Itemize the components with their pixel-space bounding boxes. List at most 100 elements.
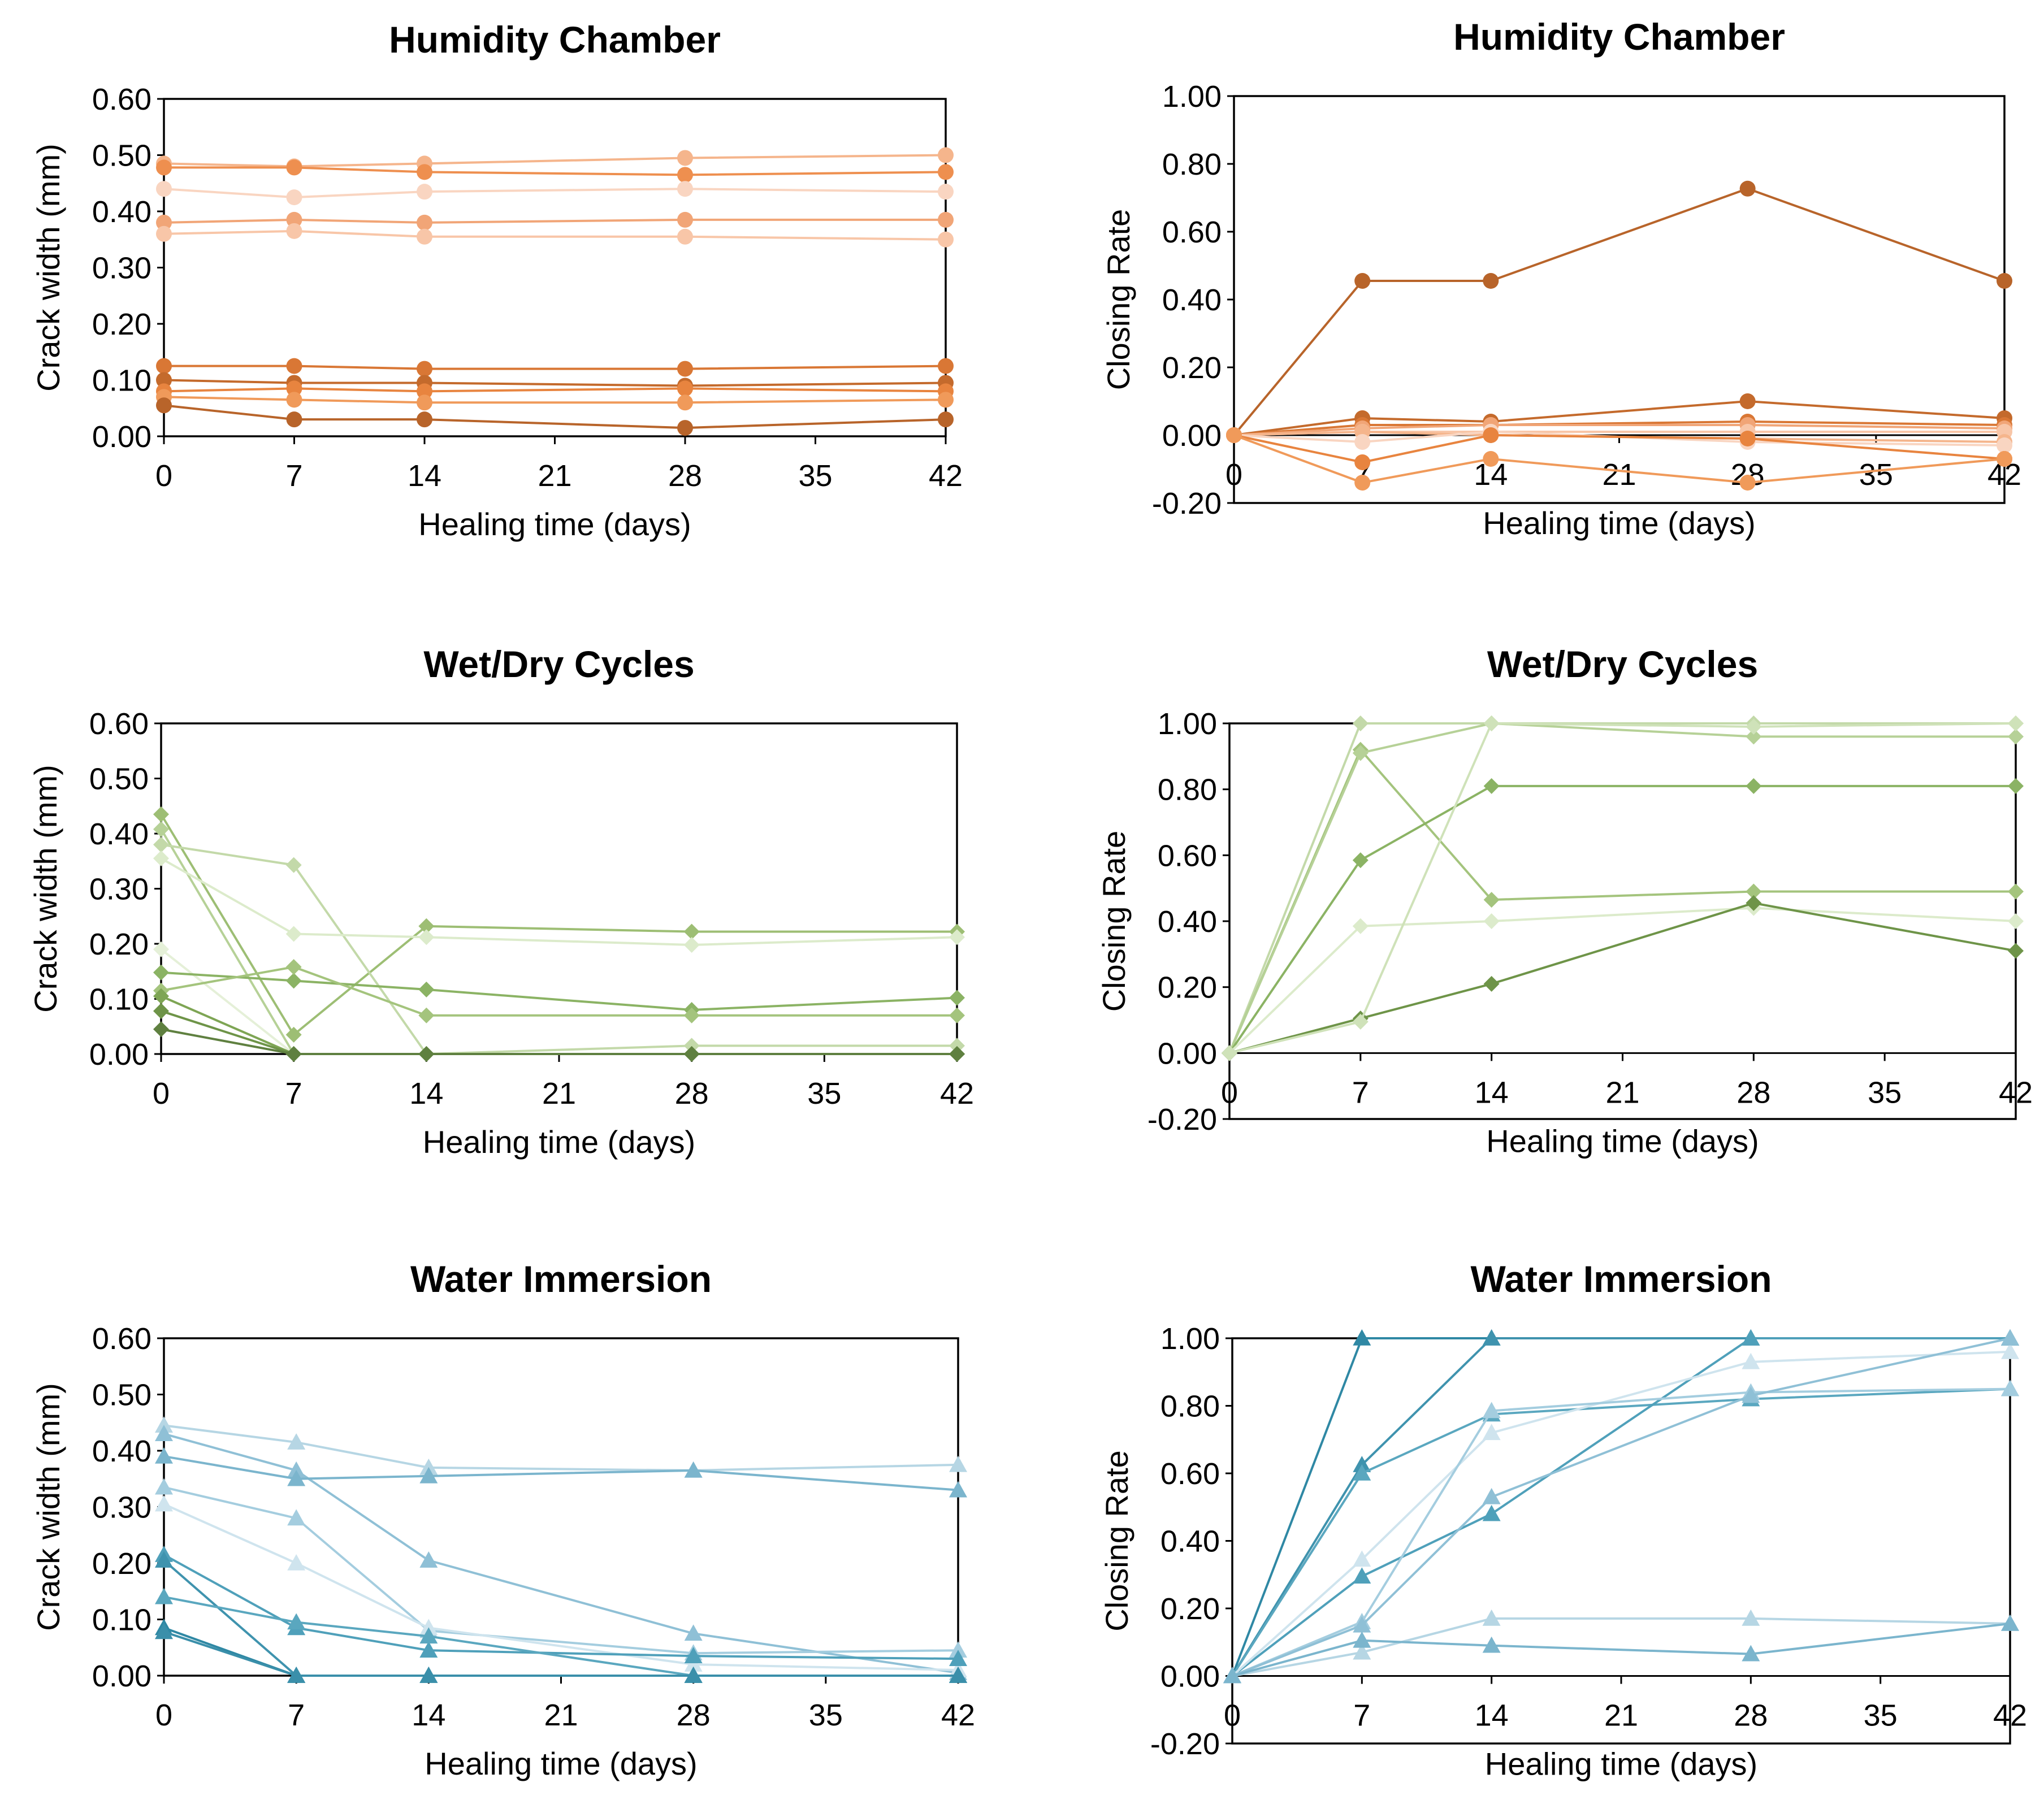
data-point	[153, 821, 169, 838]
x-tick-label: 35	[807, 1077, 841, 1111]
y-tick-label: 0.00	[1158, 1036, 1217, 1070]
data-point	[155, 1623, 173, 1639]
data-point	[287, 1667, 306, 1683]
data-point	[156, 225, 172, 242]
series-line	[163, 218, 946, 224]
data-point	[419, 1467, 438, 1484]
data-point	[677, 167, 693, 183]
y-tick-label: 0.00	[92, 420, 151, 454]
y-tick-label: 0.80	[1162, 148, 1222, 181]
data-point	[1353, 1631, 1371, 1648]
data-point	[1222, 1045, 1237, 1061]
data-point	[677, 361, 693, 377]
y-tick-label: 0.60	[1162, 215, 1222, 249]
y-tick-label: 0.50	[92, 1378, 151, 1412]
x-tick-label: 28	[668, 459, 702, 493]
data-point	[1226, 427, 1242, 443]
data-point	[1746, 883, 1762, 900]
data-point	[153, 806, 169, 822]
data-point	[677, 181, 693, 197]
data-point	[418, 981, 435, 997]
series-W1	[153, 806, 965, 1043]
plot-frame	[163, 98, 947, 437]
data-point	[2001, 1380, 2019, 1396]
series-line	[1228, 784, 2016, 1054]
data-point	[2001, 1342, 2019, 1359]
data-point	[285, 857, 302, 873]
data-point	[417, 164, 432, 180]
data-point	[1483, 715, 1500, 731]
y-tick-label: 0.20	[1160, 1592, 1220, 1626]
data-point	[156, 159, 172, 176]
x-tick-label: 0	[153, 1077, 170, 1111]
y-tick-label: 0.20	[1158, 971, 1217, 1005]
series-line	[163, 379, 946, 387]
data-point	[1746, 728, 1762, 745]
data-point	[417, 228, 432, 245]
data-point	[287, 1433, 306, 1450]
chart-title: Wet/Dry Cycles	[1487, 643, 1758, 685]
y-tick-label: -0.20	[1150, 1727, 1220, 1761]
y-tick-label: 0.60	[89, 707, 149, 741]
series-I3	[155, 1447, 967, 1498]
y-tick-label: 0.00	[1162, 419, 1222, 453]
data-point	[684, 1655, 703, 1672]
data-point	[1483, 892, 1500, 908]
data-point	[417, 411, 432, 428]
series-H9	[156, 389, 954, 411]
data-point	[2008, 883, 2024, 900]
data-point	[1483, 451, 1499, 467]
y-axis-label: Closing Rate	[1099, 1450, 1134, 1632]
series-I1	[155, 1416, 967, 1478]
data-point	[677, 211, 693, 228]
data-point	[949, 1641, 967, 1658]
data-point	[2008, 728, 2024, 745]
series-W4	[153, 850, 965, 953]
y-tick-label: 0.10	[92, 364, 151, 398]
chart-title: Water Immersion	[1470, 1258, 1772, 1300]
x-tick-label: 21	[544, 1698, 578, 1732]
data-point	[286, 223, 302, 239]
y-tick-label: 0.40	[1158, 905, 1217, 939]
y-tick-label: 1.00	[1160, 1322, 1220, 1356]
data-point	[1483, 913, 1500, 929]
data-point	[2008, 943, 2024, 959]
y-tick-label: 0.60	[1158, 839, 1217, 873]
data-point	[286, 380, 302, 397]
data-point	[1482, 1424, 1501, 1441]
y-tick-label: 0.80	[1160, 1390, 1220, 1424]
y-tick-label: 0.20	[89, 927, 149, 961]
data-point	[949, 1455, 967, 1472]
data-point	[156, 358, 172, 374]
x-axis-label: Healing time (days)	[423, 1124, 695, 1160]
data-point	[418, 918, 435, 934]
series-W5	[1222, 715, 2024, 1061]
data-point	[153, 988, 169, 1004]
y-tick-label: 0.20	[92, 1547, 151, 1581]
series-I6	[155, 1546, 967, 1666]
data-point	[938, 411, 954, 428]
x-tick-label: 35	[1859, 458, 1893, 492]
data-point	[1746, 778, 1762, 794]
series-line	[1228, 722, 2016, 1054]
x-tick-label: 42	[941, 1698, 975, 1732]
series-line	[163, 188, 946, 199]
series-line	[1228, 747, 2016, 1054]
data-point	[287, 1469, 306, 1486]
data-point	[949, 1650, 967, 1666]
series-line	[163, 387, 946, 393]
data-point	[1742, 1329, 1760, 1346]
series-I4	[155, 1478, 967, 1660]
chart-wetdry-closing: Wet/Dry Cycles Closing Rate Healing time (…	[1096, 643, 2033, 1159]
y-tick-label: -0.20	[1147, 1103, 1217, 1137]
x-tick-label: 7	[285, 459, 302, 493]
data-point	[418, 1046, 435, 1062]
data-point	[1482, 1609, 1501, 1626]
data-point	[1483, 273, 1499, 289]
data-point	[153, 964, 169, 981]
data-point	[683, 923, 700, 940]
data-point	[938, 392, 954, 408]
y-tick-label: 1.00	[1158, 707, 1217, 741]
data-point	[285, 1046, 302, 1062]
data-point	[1352, 852, 1369, 869]
